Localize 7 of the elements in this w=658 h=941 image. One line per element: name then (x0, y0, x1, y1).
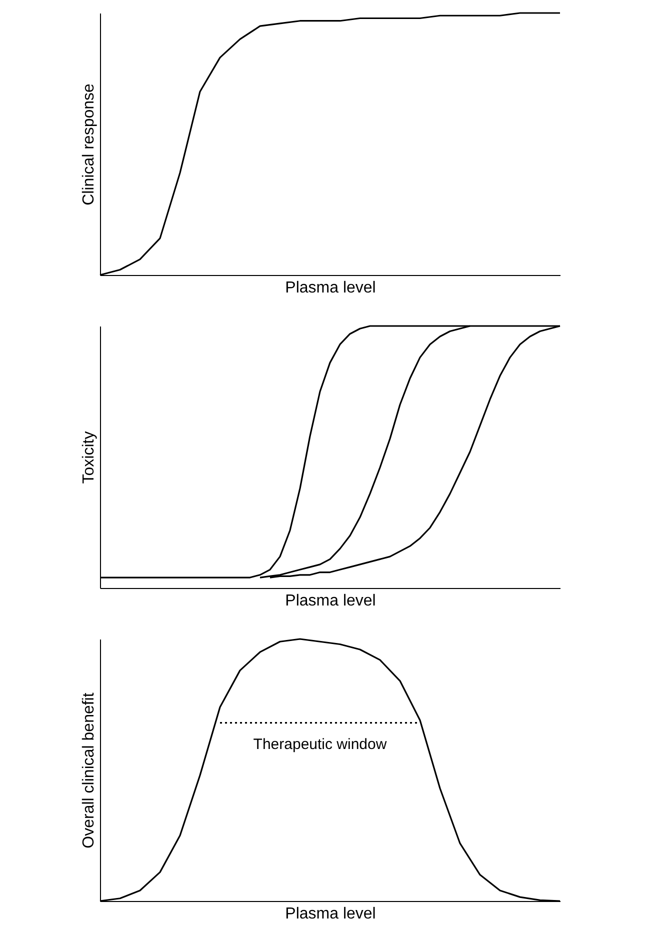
x-axis-title: Plasma level (285, 280, 376, 296)
y-axis-title: Toxicity (80, 431, 98, 484)
x-axis-title: Plasma level (285, 906, 376, 922)
y-axis-title: Overall clinical benefit (80, 692, 98, 848)
series-label: Therapeutic window (253, 736, 387, 753)
x-axis-title: Plasma level (285, 592, 376, 610)
y-axis-title: Clinical response (80, 83, 98, 206)
